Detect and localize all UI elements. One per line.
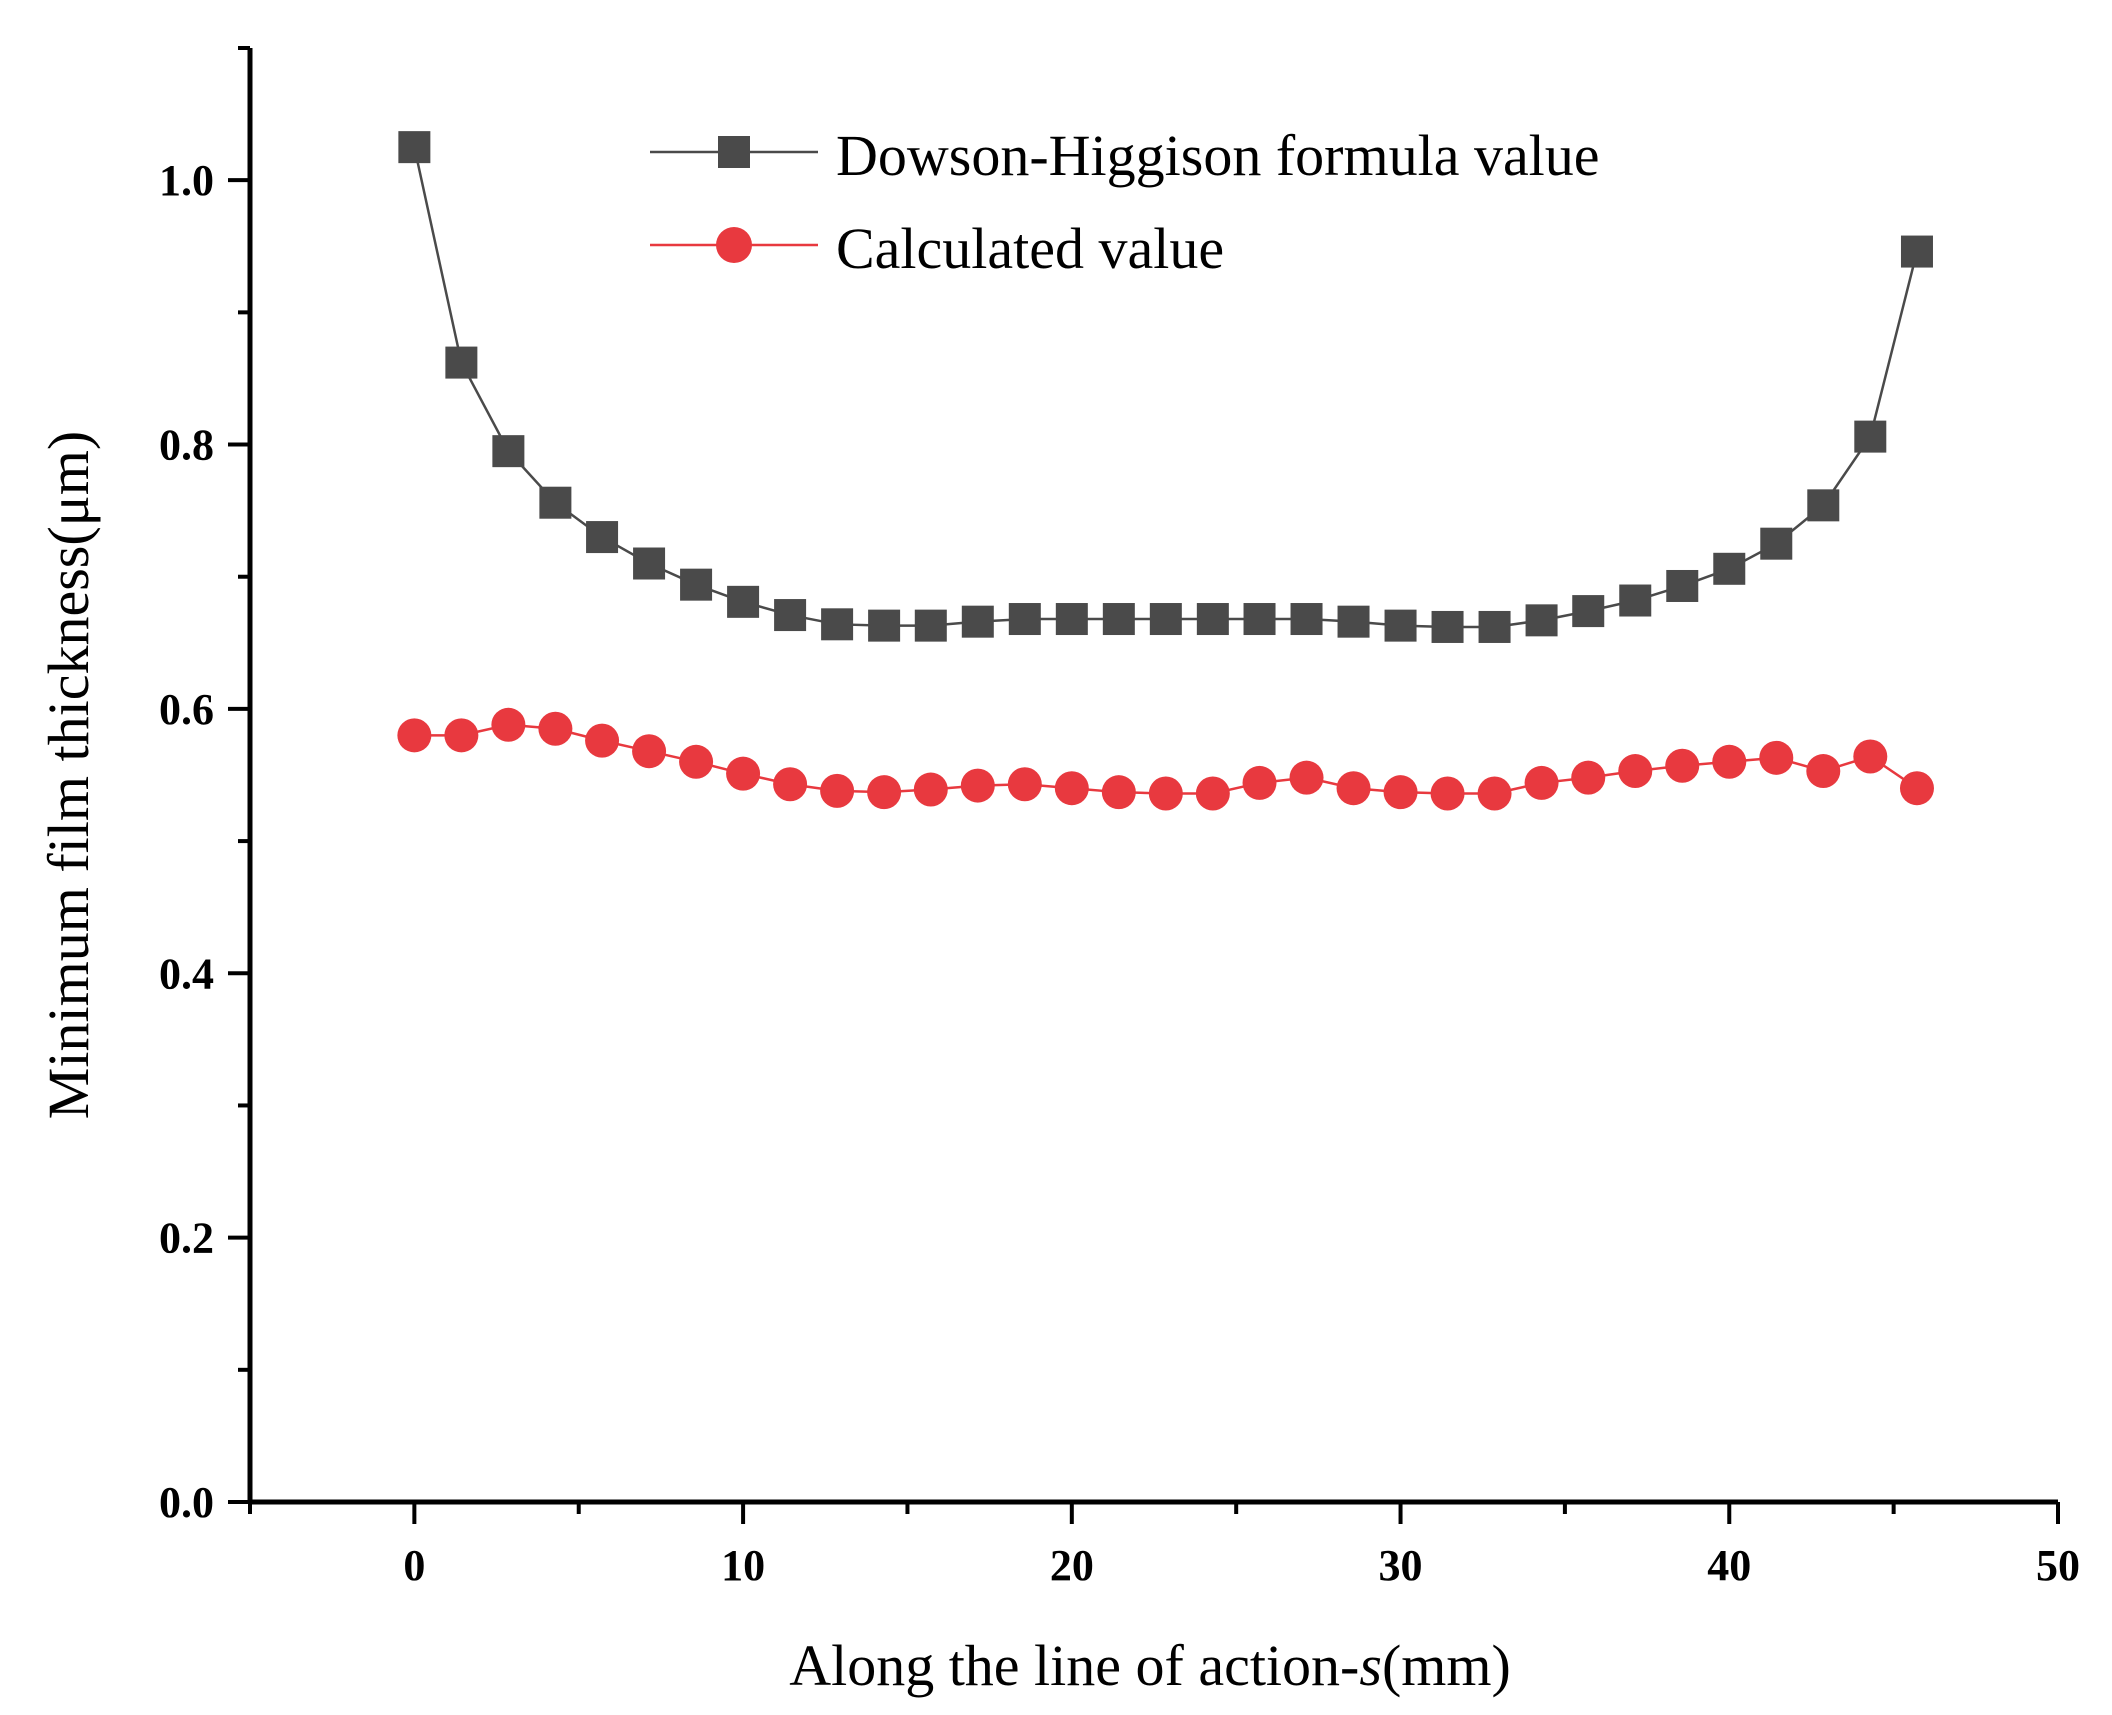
y-tick-label-0.4: 0.4: [159, 949, 214, 998]
data-point-square: [821, 608, 854, 641]
data-point-square: [398, 131, 431, 164]
data-point-circle: [913, 772, 948, 807]
data-point-circle: [585, 723, 620, 758]
data-point-square: [1102, 603, 1135, 636]
data-point-circle: [444, 718, 479, 753]
data-point-circle: [1477, 776, 1512, 811]
data-point-square: [1337, 605, 1370, 638]
x-tick-label-20: 20: [1050, 1541, 1094, 1590]
data-point-circle: [1289, 760, 1324, 795]
data-point-square: [914, 609, 947, 642]
legend-label-calculated: Calculated value: [836, 216, 1224, 281]
data-point-circle: [632, 734, 667, 769]
data-point-circle: [820, 773, 855, 808]
data-point-circle: [773, 767, 808, 802]
x-tick-label-10: 10: [721, 1541, 765, 1590]
data-point-circle: [1195, 776, 1230, 811]
data-point-circle: [1712, 744, 1747, 779]
y-tick-label-0: 0.0: [159, 1478, 214, 1527]
legend-item-dowson-higgison: Dowson-Higgison formula value: [650, 123, 1600, 188]
legend: Dowson-Higgison formula value Calculated…: [650, 123, 1600, 281]
data-point-circle: [1759, 740, 1794, 775]
data-point-square: [492, 435, 525, 468]
data-point-circle: [1054, 771, 1089, 806]
data-point-circle: [726, 756, 761, 791]
data-point-square: [1807, 489, 1840, 522]
axes-layer: [247, 48, 2058, 1505]
data-point-square: [1854, 420, 1887, 453]
data-point-circle: [1336, 771, 1371, 806]
y-axis-title: Minimum film thickness(μm): [36, 431, 101, 1119]
data-point-square: [1478, 610, 1511, 643]
data-point-square: [539, 486, 572, 519]
data-point-circle: [1899, 771, 1934, 806]
data-point-square: [1900, 235, 1933, 268]
series-0: [398, 131, 1933, 643]
x-axis-title-unit: (mm): [1382, 1633, 1511, 1698]
data-point-square: [1243, 603, 1276, 636]
data-point-square: [727, 585, 760, 618]
data-point-square: [1196, 603, 1229, 636]
data-point-circle: [491, 707, 526, 742]
data-point-circle: [1007, 767, 1042, 802]
data-point-circle: [1665, 748, 1700, 783]
data-point-square: [1431, 610, 1464, 643]
data-point-square: [1384, 609, 1417, 642]
data-point-square: [1572, 595, 1605, 628]
data-point-circle: [679, 744, 714, 779]
legend-label-dowson-higgison: Dowson-Higgison formula value: [836, 123, 1600, 188]
data-point-square: [586, 521, 619, 554]
ticks-layer: 0 10 20 30 40 50 0.0 0.2 0.4 0.6 0.8 1.0: [159, 46, 2080, 1590]
x-tick-label-50: 50: [2036, 1541, 2080, 1590]
data-point-square: [1008, 603, 1041, 636]
data-point-square: [1760, 527, 1793, 560]
data-point-circle: [1242, 765, 1277, 800]
data-point-circle: [538, 711, 573, 746]
x-axis-title-prefix: Along the line of action-: [789, 1633, 1359, 1698]
y-tick-label-1: 1.0: [159, 156, 214, 205]
x-tick-label-30: 30: [1379, 1541, 1423, 1590]
data-point-circle: [397, 718, 432, 753]
data-point-square: [1525, 604, 1558, 637]
data-point-circle: [1853, 739, 1888, 774]
data-point-square: [445, 346, 478, 379]
x-axis-title: Along the line of action-s(mm): [789, 1633, 1511, 1698]
data-point-square: [1619, 584, 1652, 617]
series-layer: [397, 131, 1934, 811]
x-tick-label-40: 40: [1707, 1541, 1751, 1590]
legend-marker-square: [718, 136, 750, 168]
data-point-square: [868, 609, 901, 642]
x-axis-title-variable: s: [1359, 1633, 1382, 1698]
data-point-circle: [960, 768, 995, 803]
data-point-square: [774, 599, 807, 632]
y-tick-label-0.2: 0.2: [159, 1214, 214, 1263]
data-point-square: [680, 568, 713, 601]
data-point-circle: [1571, 760, 1606, 795]
y-tick-label-0.8: 0.8: [159, 421, 214, 470]
data-point-circle: [1618, 754, 1653, 789]
series-1: [397, 707, 1934, 811]
data-point-circle: [1524, 765, 1559, 800]
data-point-square: [961, 605, 994, 638]
legend-item-calculated: Calculated value: [650, 216, 1224, 281]
data-point-circle: [1806, 754, 1841, 789]
data-point-circle: [1383, 775, 1418, 810]
data-point-circle: [1148, 776, 1183, 811]
data-point-circle: [1430, 776, 1465, 811]
data-point-square: [1055, 603, 1088, 636]
data-point-square: [1666, 569, 1699, 602]
data-point-square: [633, 547, 666, 580]
data-point-square: [1149, 603, 1182, 636]
data-point-square: [1290, 603, 1323, 636]
x-tick-label-0: 0: [403, 1541, 425, 1590]
legend-marker-circle: [716, 227, 752, 263]
y-tick-label-0.6: 0.6: [159, 685, 214, 734]
data-point-square: [1713, 552, 1746, 585]
data-point-circle: [867, 775, 902, 810]
data-point-circle: [1101, 775, 1136, 810]
